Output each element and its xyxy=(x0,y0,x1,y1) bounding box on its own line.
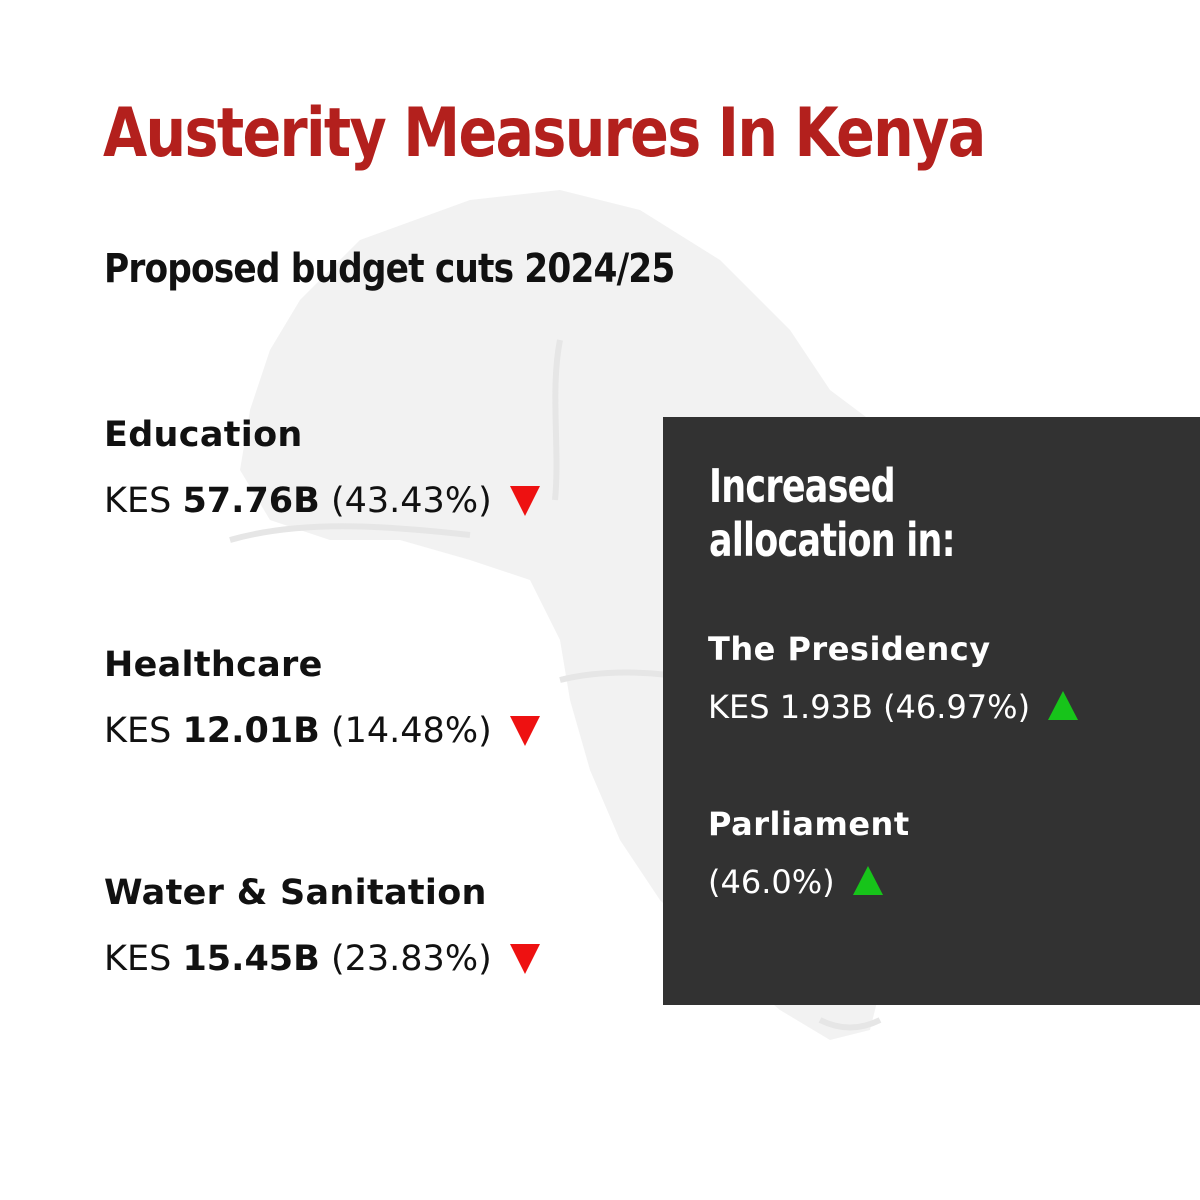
cut-currency: KES xyxy=(104,711,172,751)
panel-heading-line-2: allocation in: xyxy=(709,513,956,567)
page-title: Austerity Measures In Kenya xyxy=(103,94,986,173)
decrease-arrow-icon xyxy=(509,486,540,516)
cut-value: KES 57.76B (43.43%) xyxy=(104,484,540,519)
increase-category-name: The Presidency xyxy=(708,630,991,668)
cut-value: KES 12.01B (14.48%) xyxy=(104,714,540,749)
budget-cut-item-education: Education KES 57.76B (43.43%) xyxy=(104,418,540,519)
increase-value-text: KES 1.93B (46.97%) xyxy=(708,688,1031,726)
cut-currency: KES xyxy=(104,939,172,979)
budget-cut-item-water-sanitation: Water & Sanitation KES 15.45B (23.83%) xyxy=(104,876,540,977)
cut-amount: 15.45B xyxy=(182,939,320,979)
increase-value: (46.0%) xyxy=(708,866,910,898)
increase-arrow-icon xyxy=(1048,691,1079,720)
cut-amount: 12.01B xyxy=(182,711,320,751)
panel-heading: Increased allocation in: xyxy=(709,459,1165,567)
increase-item-parliament: Parliament (46.0%) xyxy=(708,808,910,898)
increased-allocation-panel: Increased allocation in: The Presidency … xyxy=(663,417,1200,1005)
budget-cut-item-healthcare: Healthcare KES 12.01B (14.48%) xyxy=(104,648,540,749)
increase-value: KES 1.93B (46.97%) xyxy=(708,688,1079,726)
cut-currency: KES xyxy=(104,481,172,521)
panel-heading-line-1: Increased xyxy=(709,459,896,513)
decrease-arrow-icon xyxy=(509,944,540,974)
increase-item-presidency: The Presidency KES 1.93B (46.97%) xyxy=(708,630,1079,726)
cut-amount: 57.76B xyxy=(182,481,320,521)
cut-percent: (23.83%) xyxy=(330,939,492,979)
cut-category-name: Healthcare xyxy=(104,645,323,685)
cut-percent: (14.48%) xyxy=(330,711,492,751)
thorn-vine-decoration xyxy=(229,339,882,1031)
cut-category-name: Water & Sanitation xyxy=(104,873,487,913)
cut-value: KES 15.45B (23.83%) xyxy=(104,942,540,977)
increase-category-name: Parliament xyxy=(708,805,910,843)
cut-percent: (43.43%) xyxy=(330,481,492,521)
decrease-arrow-icon xyxy=(509,716,540,746)
cut-category-name: Education xyxy=(104,415,303,455)
increase-arrow-icon xyxy=(852,866,883,895)
page-subtitle: Proposed budget cuts 2024/25 xyxy=(104,246,675,292)
increase-value-text: (46.0%) xyxy=(708,863,835,901)
